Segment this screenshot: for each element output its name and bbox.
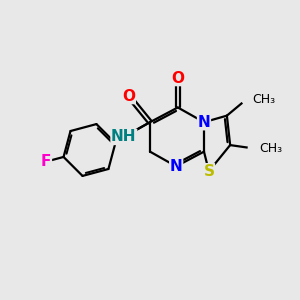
Text: F: F bbox=[41, 154, 51, 169]
Text: S: S bbox=[203, 164, 214, 179]
Text: N: N bbox=[170, 159, 182, 174]
Text: O: O bbox=[122, 88, 135, 104]
Text: CH₃: CH₃ bbox=[259, 142, 282, 155]
Text: NH: NH bbox=[111, 129, 136, 144]
Text: O: O bbox=[171, 70, 184, 86]
Text: CH₃: CH₃ bbox=[252, 93, 275, 106]
Text: N: N bbox=[198, 115, 210, 130]
